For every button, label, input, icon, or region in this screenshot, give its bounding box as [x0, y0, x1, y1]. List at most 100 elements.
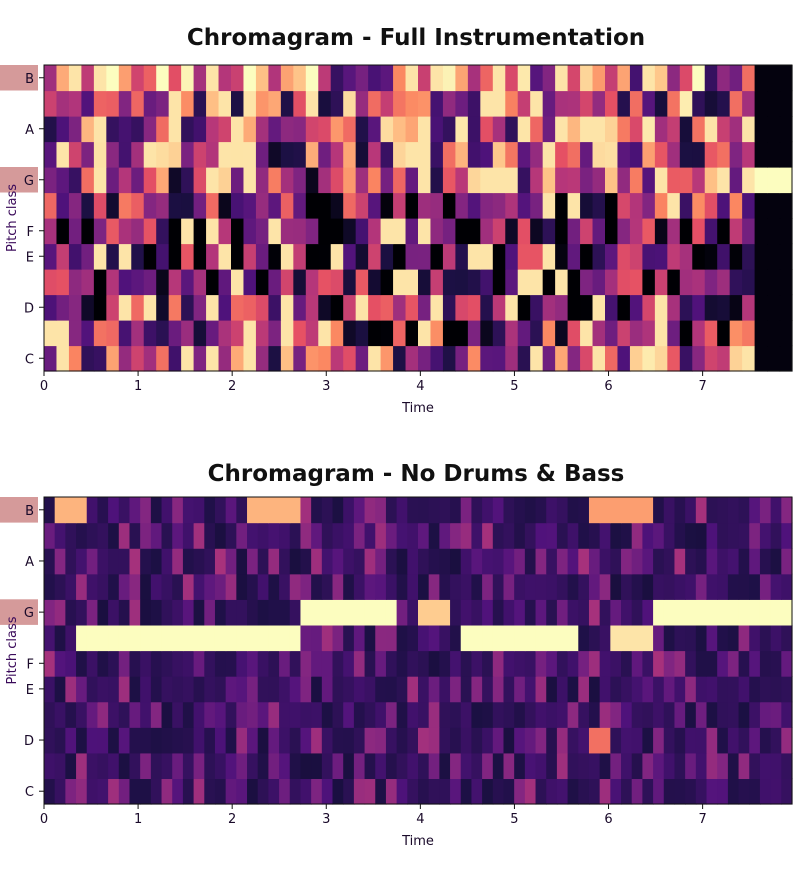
heatmap-cell — [93, 320, 107, 347]
heatmap-cell — [738, 497, 750, 524]
heatmap-cell — [667, 167, 681, 194]
heatmap-cell — [717, 727, 729, 754]
heatmap-cell — [460, 497, 473, 524]
heatmap-cell — [181, 294, 195, 321]
heatmap-cell — [524, 778, 537, 805]
heatmap-cell — [629, 243, 643, 270]
heatmap-cell — [460, 727, 473, 754]
heatmap-cell — [450, 497, 462, 524]
heatmap-cell — [679, 192, 693, 219]
heatmap-cell — [182, 573, 195, 600]
heatmap-cell — [617, 320, 631, 347]
heatmap-cell — [779, 141, 793, 168]
heatmap-cell — [355, 218, 369, 245]
heatmap-cell — [530, 65, 544, 92]
heatmap-cell — [305, 294, 319, 321]
heatmap-cell — [206, 345, 220, 372]
heatmap-cell — [140, 778, 152, 805]
heatmap-cell — [353, 599, 366, 626]
heatmap-cell — [450, 676, 462, 703]
heatmap-cell — [97, 650, 109, 677]
heatmap-cell — [517, 65, 531, 92]
heatmap-cell — [214, 548, 227, 575]
heatmap-cell — [129, 497, 141, 524]
heatmap-cell — [368, 218, 382, 245]
heatmap-cell — [353, 624, 366, 652]
heatmap-cell — [685, 676, 697, 703]
heatmap-cell — [542, 345, 556, 372]
heatmap-cell — [450, 650, 462, 677]
heatmap-cell — [353, 650, 366, 677]
heatmap-cell — [231, 320, 245, 347]
heatmap-cell — [514, 573, 526, 600]
heatmap-cell — [393, 65, 407, 92]
heatmap-cell — [439, 727, 451, 754]
heatmap-cell — [460, 752, 473, 780]
heatmap-cell — [305, 141, 319, 168]
heatmap-cell — [428, 573, 440, 600]
heatmap-cell — [236, 676, 248, 703]
heatmap-cell — [749, 573, 761, 600]
heatmap-cell — [567, 294, 581, 321]
heatmap-cell — [517, 269, 531, 296]
heatmap-cell — [81, 294, 95, 321]
heatmap-cell — [514, 676, 526, 703]
heatmap-cell — [781, 650, 793, 677]
heatmap-cell — [442, 141, 456, 168]
heatmap-cell — [738, 522, 750, 549]
heatmap-cell — [161, 650, 173, 677]
heatmap-cell — [86, 573, 99, 600]
heatmap-cell — [654, 116, 668, 143]
heatmap-cell — [181, 116, 195, 143]
heatmap-cell — [738, 573, 750, 600]
heatmap-cell — [129, 778, 141, 805]
heatmap-cell — [455, 90, 469, 117]
heatmap-cell — [396, 676, 408, 703]
heatmap-cell — [480, 192, 494, 219]
heatmap-cell — [305, 65, 319, 92]
heatmap-cell — [542, 167, 556, 194]
heatmap-cell — [218, 167, 232, 194]
heatmap-cell — [610, 676, 622, 703]
heatmap-cell — [717, 497, 729, 524]
heatmap-cell — [300, 548, 312, 575]
heatmap-cell — [156, 269, 170, 296]
heatmap-cell — [467, 294, 481, 321]
heatmap-cell — [729, 218, 743, 245]
heatmap-cell — [578, 727, 590, 754]
heatmap-cell — [76, 752, 88, 780]
heatmap-cell — [505, 141, 519, 168]
heatmap-cell — [685, 522, 697, 549]
x-tick-label: 2 — [228, 812, 236, 827]
heatmap-cell — [471, 752, 483, 780]
heatmap-cell — [439, 624, 451, 652]
heatmap-cell — [168, 116, 182, 143]
heatmap-cell — [193, 727, 205, 754]
heatmap-cell — [156, 320, 170, 347]
heatmap-cell — [318, 141, 332, 168]
heatmap-cell — [592, 141, 606, 168]
heatmap-cell — [247, 752, 259, 780]
heatmap-cell — [555, 269, 569, 296]
heatmap-cell — [56, 218, 70, 245]
heatmap-cell — [695, 676, 708, 703]
plot-frame — [43, 496, 793, 805]
heatmap-cell — [592, 65, 606, 92]
heatmap-cell — [546, 522, 558, 549]
heatmap-cell — [318, 116, 332, 143]
heatmap-cell — [428, 727, 440, 754]
heatmap-cell — [332, 778, 344, 805]
heatmap-cell — [225, 650, 237, 677]
heatmap-cell — [617, 167, 631, 194]
heatmap-cell — [738, 650, 750, 677]
heatmap-cell — [685, 497, 697, 524]
heatmap-cell — [580, 243, 594, 270]
heatmap-cell — [289, 778, 302, 805]
heatmap-cell — [567, 192, 581, 219]
heatmap-cell — [54, 548, 66, 575]
heatmap-cell — [93, 269, 107, 296]
heatmap-cell — [118, 497, 131, 524]
heatmap-cell — [68, 167, 82, 194]
heatmap-cell — [255, 192, 269, 219]
